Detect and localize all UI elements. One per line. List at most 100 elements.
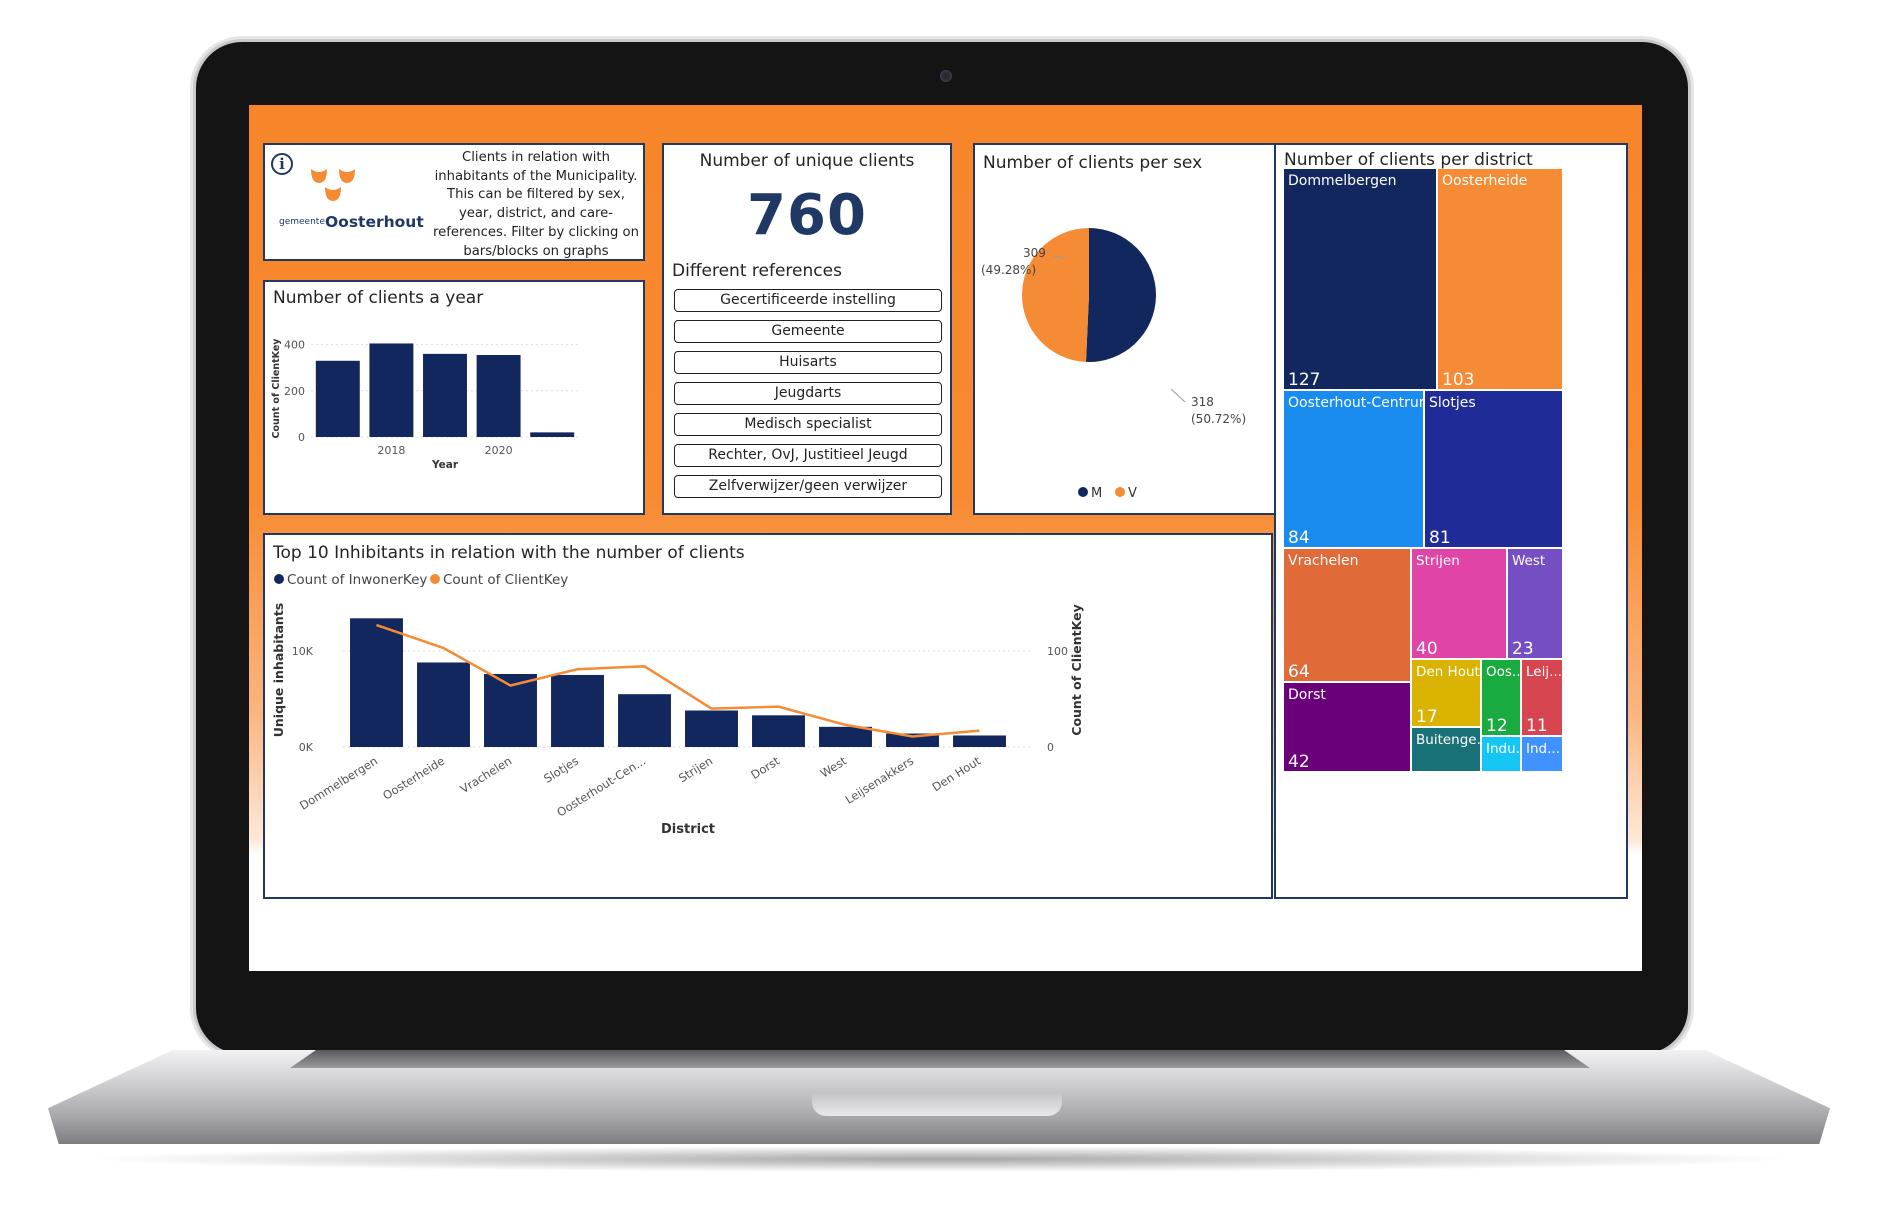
treemap-block-west-6[interactable] <box>1508 549 1562 658</box>
top10-xtick-label: Oosterheide <box>380 754 447 803</box>
top10-xtick-label: Vrachelen <box>458 754 515 797</box>
top10-card: Top 10 Inhibitants in relation with the … <box>263 533 1273 899</box>
reference-filter-gemeente[interactable]: Gemeente <box>674 320 942 343</box>
treemap-value-leij: 11 <box>1526 716 1548 736</box>
legend-v-marker[interactable] <box>1115 487 1125 497</box>
treemap-value-dorst: 42 <box>1288 752 1310 772</box>
legend-inwonerkey-label[interactable]: Count of InwonerKey <box>287 572 427 588</box>
top10-bar-4[interactable] <box>618 694 671 747</box>
info-description: Clients in relation with inhabitants of … <box>433 150 639 259</box>
top10-bar-8[interactable] <box>886 733 939 747</box>
top10-xaxis-title: District <box>661 822 715 837</box>
treemap-block-dommelbergen-0[interactable] <box>1284 169 1436 389</box>
treemap-value-west: 23 <box>1512 639 1534 659</box>
reference-filter-gecertificeerde[interactable]: Gecertificeerde instelling <box>674 289 942 312</box>
lid-notch <box>812 1094 1062 1116</box>
reference-filter-rechter[interactable]: Rechter, OvJ, Justitieel Jeugd <box>674 444 942 467</box>
reference-filter-medisch-specialist[interactable]: Medisch specialist <box>674 413 942 436</box>
treemap-block-ind-13[interactable] <box>1522 737 1562 771</box>
keyboard-hinge <box>290 1050 1590 1068</box>
treemap-block-slotjes-3[interactable] <box>1425 391 1562 547</box>
treemap-block-dorst-7[interactable] <box>1284 683 1410 771</box>
pie-leader-m <box>1170 388 1186 403</box>
treemap-label-indu: Indu... <box>1486 741 1529 757</box>
treemap-label-slotjes: Slotjes <box>1429 395 1476 411</box>
treemap-block-oos-9[interactable] <box>1482 660 1520 735</box>
top10-ytick-label: 0K <box>299 741 314 754</box>
treemap-block-vrachelen-4[interactable] <box>1284 549 1410 681</box>
year-xaxis-title: Year <box>431 459 459 471</box>
treemap-block-den-hout-8[interactable] <box>1412 660 1480 726</box>
logo-municipality-label: gemeente <box>279 217 325 227</box>
year-yaxis-title: Count of ClientKey <box>271 338 282 439</box>
top10-bar-0[interactable] <box>350 618 403 747</box>
year-bar-2021[interactable] <box>530 432 575 437</box>
legend-m-marker[interactable] <box>1078 487 1088 497</box>
oosterhout-logo-icon <box>311 169 355 201</box>
unique-clients-title: Number of unique clients <box>699 151 915 171</box>
year-ytick-label: 200 <box>284 385 305 398</box>
year-bar-2017[interactable] <box>315 360 360 437</box>
treemap-label-vrachelen: Vrachelen <box>1288 553 1358 569</box>
treemap-label-dorst: Dorst <box>1288 687 1326 703</box>
treemap-block-indu-12[interactable] <box>1482 737 1520 771</box>
reference-filter-huisarts[interactable]: Huisarts <box>674 351 942 374</box>
top10-clientkey-line[interactable] <box>376 623 980 738</box>
treemap-label-den-hout: Den Hout <box>1416 664 1480 680</box>
clients-per-year-title: Number of clients a year <box>273 288 484 308</box>
pie-slice-m[interactable] <box>1085 228 1157 362</box>
top10-bar-3[interactable] <box>551 674 604 747</box>
reference-filter-jeugdarts[interactable]: Jeugdarts <box>674 382 942 405</box>
treemap-value-vrachelen: 64 <box>1288 662 1310 682</box>
top10-yaxis-title: Unique inhabitants <box>271 603 286 738</box>
treemap-block-leij-10[interactable] <box>1522 660 1562 735</box>
top10-y2tick-label: 0 <box>1047 741 1054 754</box>
info-icon[interactable]: i <box>271 153 293 175</box>
legend-m-label[interactable]: M <box>1091 486 1102 501</box>
reference-filter-zelfverwijzer[interactable]: Zelfverwijzer/geen verwijzer <box>674 475 942 498</box>
treemap-value-dommelbergen: 127 <box>1288 370 1320 390</box>
clients-per-year-card: Number of clients a year 0 200 400 2018 2020… <box>263 280 645 515</box>
treemap-label-leij: Leij... <box>1526 664 1562 680</box>
top10-y2tick-label: 100 <box>1047 645 1068 658</box>
top10-xtick-label: Den Hout <box>930 753 984 794</box>
top10-bar-5[interactable] <box>685 710 738 748</box>
treemap-block-strijen-5[interactable] <box>1412 549 1506 658</box>
year-bar-2018[interactable] <box>369 343 414 437</box>
year-xtick-label: 2018 <box>377 444 405 457</box>
year-bar-2020[interactable] <box>476 355 521 437</box>
pie-chart: 309 (49.28%) 318 (50.72%) M V <box>981 228 1246 501</box>
year-ytick-label: 0 <box>298 431 305 444</box>
pie-label-m-value: 318 <box>1191 395 1214 409</box>
top10-xtick-label: West <box>818 753 850 780</box>
treemap-label-buitenge: Buitenge... <box>1416 732 1489 748</box>
legend-clientkey-marker[interactable] <box>430 574 440 584</box>
treemap-value-oos: 12 <box>1486 716 1508 736</box>
references-title: Different references <box>672 261 842 281</box>
top10-bar-7[interactable] <box>819 726 872 747</box>
top10-xtick-label: Dorst <box>748 753 782 782</box>
treemap-label-dommelbergen: Dommelbergen <box>1288 173 1397 189</box>
pie-label-v-pct: (49.28%) <box>981 263 1036 277</box>
top10-chart: Count of InwonerKey Count of ClientKey 0… <box>271 572 1084 837</box>
legend-clientkey-label[interactable]: Count of ClientKey <box>443 572 568 588</box>
top10-xtick-label: Leijsenakkers <box>843 754 916 807</box>
clients-per-district-card: Number of clients per district Dommelber… <box>1274 143 1628 899</box>
webcam <box>940 70 952 82</box>
top10-bar-1[interactable] <box>417 662 470 747</box>
year-bar-2019[interactable] <box>423 353 467 437</box>
top10-bar-9[interactable] <box>953 735 1006 747</box>
treemap-block-oosterheide-1[interactable] <box>1438 169 1562 389</box>
pie-slice-v[interactable] <box>1022 228 1089 362</box>
year-ytick-label: 400 <box>284 339 305 352</box>
dashboard-screen: i gemeente Oosterhout Clients in relatio… <box>249 105 1642 971</box>
legend-v-label[interactable]: V <box>1128 486 1137 501</box>
legend-inwonerkey-marker[interactable] <box>274 574 284 584</box>
treemap-block-oosterhout-centrum-2[interactable] <box>1284 391 1423 547</box>
top10-xtick-label: Strijen <box>676 754 715 786</box>
treemap-block-buitenge-11[interactable] <box>1412 728 1480 771</box>
laptop-shadow <box>80 1146 1800 1172</box>
treemap-value-oosterheide: 103 <box>1442 370 1474 390</box>
top10-bar-6[interactable] <box>752 715 805 747</box>
treemap-value-oosterhout-centrum: 84 <box>1288 528 1310 548</box>
